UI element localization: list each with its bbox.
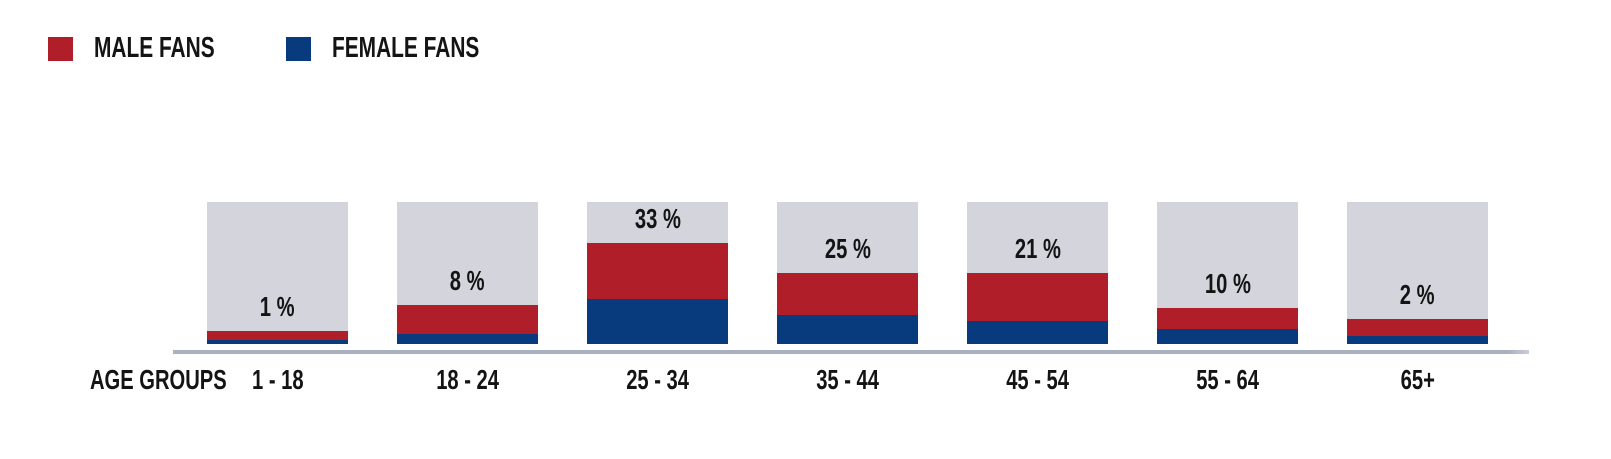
percentage-label: 21 % bbox=[967, 235, 1108, 263]
percentage-label-text: 10 % bbox=[1204, 268, 1251, 299]
percentage-label: 25 % bbox=[777, 235, 918, 263]
percentage-label-text: 1 % bbox=[260, 291, 295, 322]
female-fans-segment bbox=[777, 315, 918, 344]
bar-group: 10 % bbox=[1157, 202, 1298, 344]
category-label-text: 65+ bbox=[1400, 364, 1435, 395]
male-fans-swatch bbox=[48, 36, 73, 61]
bar-group: 2 % bbox=[1347, 202, 1488, 344]
female-fans-segment bbox=[587, 299, 728, 344]
female-fans-segment bbox=[1157, 329, 1298, 344]
category-label-text: 35 - 44 bbox=[816, 364, 879, 395]
female-fans-segment bbox=[1347, 336, 1488, 344]
category-label: 35 - 44 bbox=[777, 366, 918, 394]
category-label-text: 18 - 24 bbox=[436, 364, 499, 395]
category-label: 45 - 54 bbox=[967, 366, 1108, 394]
bar-group: 1 % bbox=[207, 202, 348, 344]
category-label-text: 55 - 64 bbox=[1196, 364, 1259, 395]
male-fans-segment bbox=[1347, 319, 1488, 336]
category-label: 18 - 24 bbox=[397, 366, 538, 394]
female-fans-segment bbox=[967, 321, 1108, 344]
percentage-label-text: 2 % bbox=[1400, 279, 1435, 310]
male-fans-segment bbox=[397, 305, 538, 334]
bar-track bbox=[207, 202, 348, 344]
category-label-text: 45 - 54 bbox=[1006, 364, 1069, 395]
x-axis-title-wrap: AGE GROUPS bbox=[90, 366, 280, 394]
male-fans-segment bbox=[207, 331, 348, 340]
category-label-text: 1 - 18 bbox=[251, 364, 304, 395]
bar-group: 21 % bbox=[967, 202, 1108, 344]
category-label: 1 - 18 bbox=[207, 366, 348, 394]
category-label: 55 - 64 bbox=[1157, 366, 1298, 394]
male-fans-segment bbox=[1157, 308, 1298, 329]
bars-area: 1 % 8 % 33 % 25 % 21 % 10 % 2 % bbox=[207, 202, 1488, 344]
percentage-label-text: 33 % bbox=[634, 203, 681, 234]
legend-label-female: FEMALE FANS bbox=[331, 32, 479, 64]
male-fans-segment bbox=[777, 273, 918, 315]
male-fans-segment bbox=[967, 273, 1108, 321]
percentage-label: 10 % bbox=[1157, 270, 1298, 298]
legend-item-female: FEMALE FANS bbox=[285, 34, 537, 63]
female-fans-segment bbox=[397, 334, 538, 344]
x-axis-category-labels: 1 - 18 18 - 24 25 - 34 35 - 44 45 - 54 55 - 6… bbox=[207, 366, 1488, 394]
legend-label-male: MALE FANS bbox=[94, 32, 215, 64]
female-fans-segment bbox=[207, 340, 348, 344]
male-fans-segment bbox=[587, 243, 728, 299]
percentage-label: 2 % bbox=[1347, 281, 1488, 309]
category-label: 25 - 34 bbox=[587, 366, 728, 394]
percentage-label-text: 8 % bbox=[450, 265, 485, 296]
percentage-label-text: 25 % bbox=[824, 233, 871, 264]
category-label-text: 25 - 34 bbox=[626, 364, 689, 395]
category-label: 65+ bbox=[1347, 366, 1488, 394]
legend-label-female-wrap: FEMALE FANS bbox=[332, 34, 537, 63]
legend-label-male-wrap: MALE FANS bbox=[94, 34, 262, 63]
female-fans-swatch bbox=[285, 36, 311, 61]
percentage-label-text: 21 % bbox=[1014, 233, 1061, 264]
percentage-label: 1 % bbox=[207, 293, 348, 321]
legend-item-male: MALE FANS bbox=[48, 34, 262, 63]
bar-group: 8 % bbox=[397, 202, 538, 344]
x-axis-title: AGE GROUPS bbox=[90, 364, 227, 395]
legend: MALE FANS FEMALE FANS bbox=[48, 34, 536, 63]
bar-group: 25 % bbox=[777, 202, 918, 344]
percentage-label: 8 % bbox=[397, 267, 538, 295]
percentage-label: 33 % bbox=[587, 205, 728, 233]
x-axis-line bbox=[173, 350, 1529, 354]
bar-group: 33 % bbox=[587, 202, 728, 344]
